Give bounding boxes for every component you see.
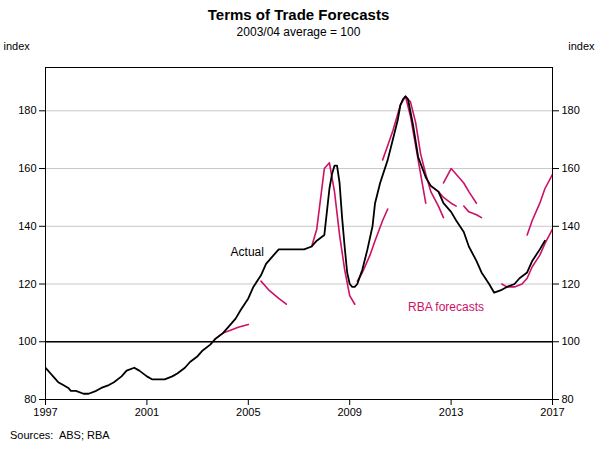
svg-text:RBA forecasts: RBA forecasts [408, 300, 484, 314]
svg-text:2017: 2017 [540, 406, 564, 418]
svg-text:80: 80 [562, 393, 574, 405]
svg-text:80: 80 [24, 393, 36, 405]
svg-text:160: 160 [562, 162, 580, 174]
svg-text:2001: 2001 [135, 406, 159, 418]
html-text:2003/04 average = 100: 2003/04 average = 100 [236, 25, 361, 39]
svg-text:Actual: Actual [231, 245, 264, 259]
svg-text:2009: 2009 [337, 406, 361, 418]
html-text:Terms of Trade Forecasts: Terms of Trade Forecasts [207, 6, 390, 23]
svg-text:1997: 1997 [33, 406, 57, 418]
svg-text:180: 180 [18, 104, 36, 116]
svg-text:180: 180 [562, 104, 580, 116]
svg-text:120: 120 [18, 278, 36, 290]
svg-text:120: 120 [562, 278, 580, 290]
svg-text:2013: 2013 [439, 406, 463, 418]
svg-text:2005: 2005 [236, 406, 260, 418]
html-text:Sources: ABS; RBA: Sources: ABS; RBA [10, 429, 110, 441]
svg-text:index: index [568, 40, 595, 52]
svg-text:index: index [4, 40, 31, 52]
svg-text:100: 100 [18, 335, 36, 347]
svg-text:160: 160 [18, 162, 36, 174]
svg-text:140: 140 [562, 220, 580, 232]
svg-text:100: 100 [562, 335, 580, 347]
svg-text:140: 140 [18, 220, 36, 232]
